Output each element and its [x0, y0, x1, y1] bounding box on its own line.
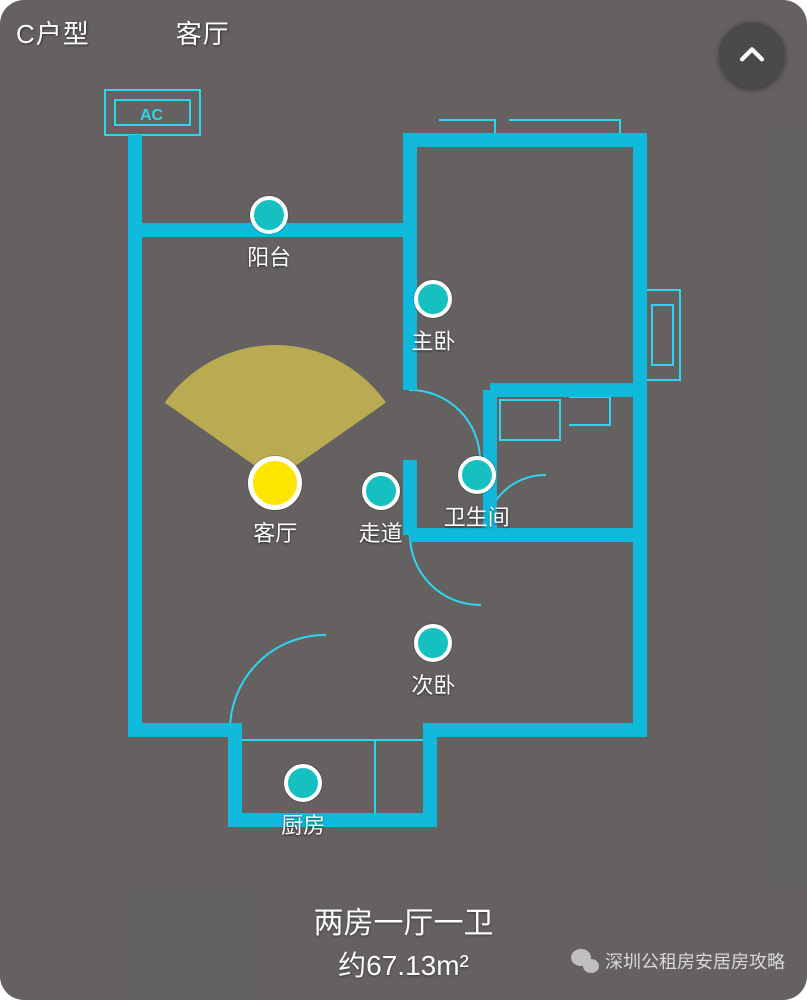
hotspot-living[interactable]: 客厅 [248, 456, 302, 548]
collapse-button[interactable] [719, 22, 785, 88]
unit-type-label: C户型 [16, 14, 90, 51]
hotspot-label: 客厅 [253, 516, 297, 548]
layout-description: 两房一厅一卫 [314, 898, 494, 942]
hotspot-bathroom[interactable]: 卫生间 [444, 456, 510, 532]
floorplan-viewer: C户型 客厅 AC阳台主卧客厅走道卫生间次卧厨房 两房一厅一卫 约67.13m²… [0, 0, 807, 1000]
hotspot-dot-icon [414, 280, 452, 318]
hotspot-label: 阳台 [247, 240, 291, 272]
current-room-label: 客厅 [176, 14, 230, 51]
hotspot-label: 走道 [359, 516, 403, 548]
hotspot-dot-icon [458, 456, 496, 494]
wechat-icon [571, 949, 599, 973]
hotspot-label: 主卧 [411, 324, 455, 356]
chevron-up-icon [735, 38, 769, 72]
wechat-account-name: 深圳公租房安居房攻略 [605, 948, 785, 974]
area-text: 约67.13m² [338, 944, 469, 984]
hotspot-dot-icon [414, 624, 452, 662]
hotspot-balcony[interactable]: 阳台 [247, 196, 291, 272]
hotspot-dot-icon [250, 196, 288, 234]
hotspot-dot-icon [284, 764, 322, 802]
hotspot-dot-icon [248, 456, 302, 510]
hotspot-label: 厨房 [281, 808, 325, 840]
hotspot-corridor[interactable]: 走道 [359, 472, 403, 548]
wechat-watermark: 深圳公租房安居房攻略 [571, 948, 785, 974]
svg-text:AC: AC [140, 107, 164, 124]
floorplan-canvas[interactable]: AC 阳台主卧客厅 走道 卫生间次卧厨房 [80, 80, 700, 880]
hotspot-label: 次卧 [411, 668, 455, 700]
hotspot-second[interactable]: 次卧 [411, 624, 455, 700]
hotspot-master[interactable]: 主卧 [411, 280, 455, 356]
hotspot-dot-icon [362, 472, 400, 510]
hotspot-label: 卫生间 [444, 500, 510, 532]
hotspot-kitchen[interactable]: 厨房 [281, 764, 325, 840]
header: C户型 客厅 [16, 14, 230, 51]
